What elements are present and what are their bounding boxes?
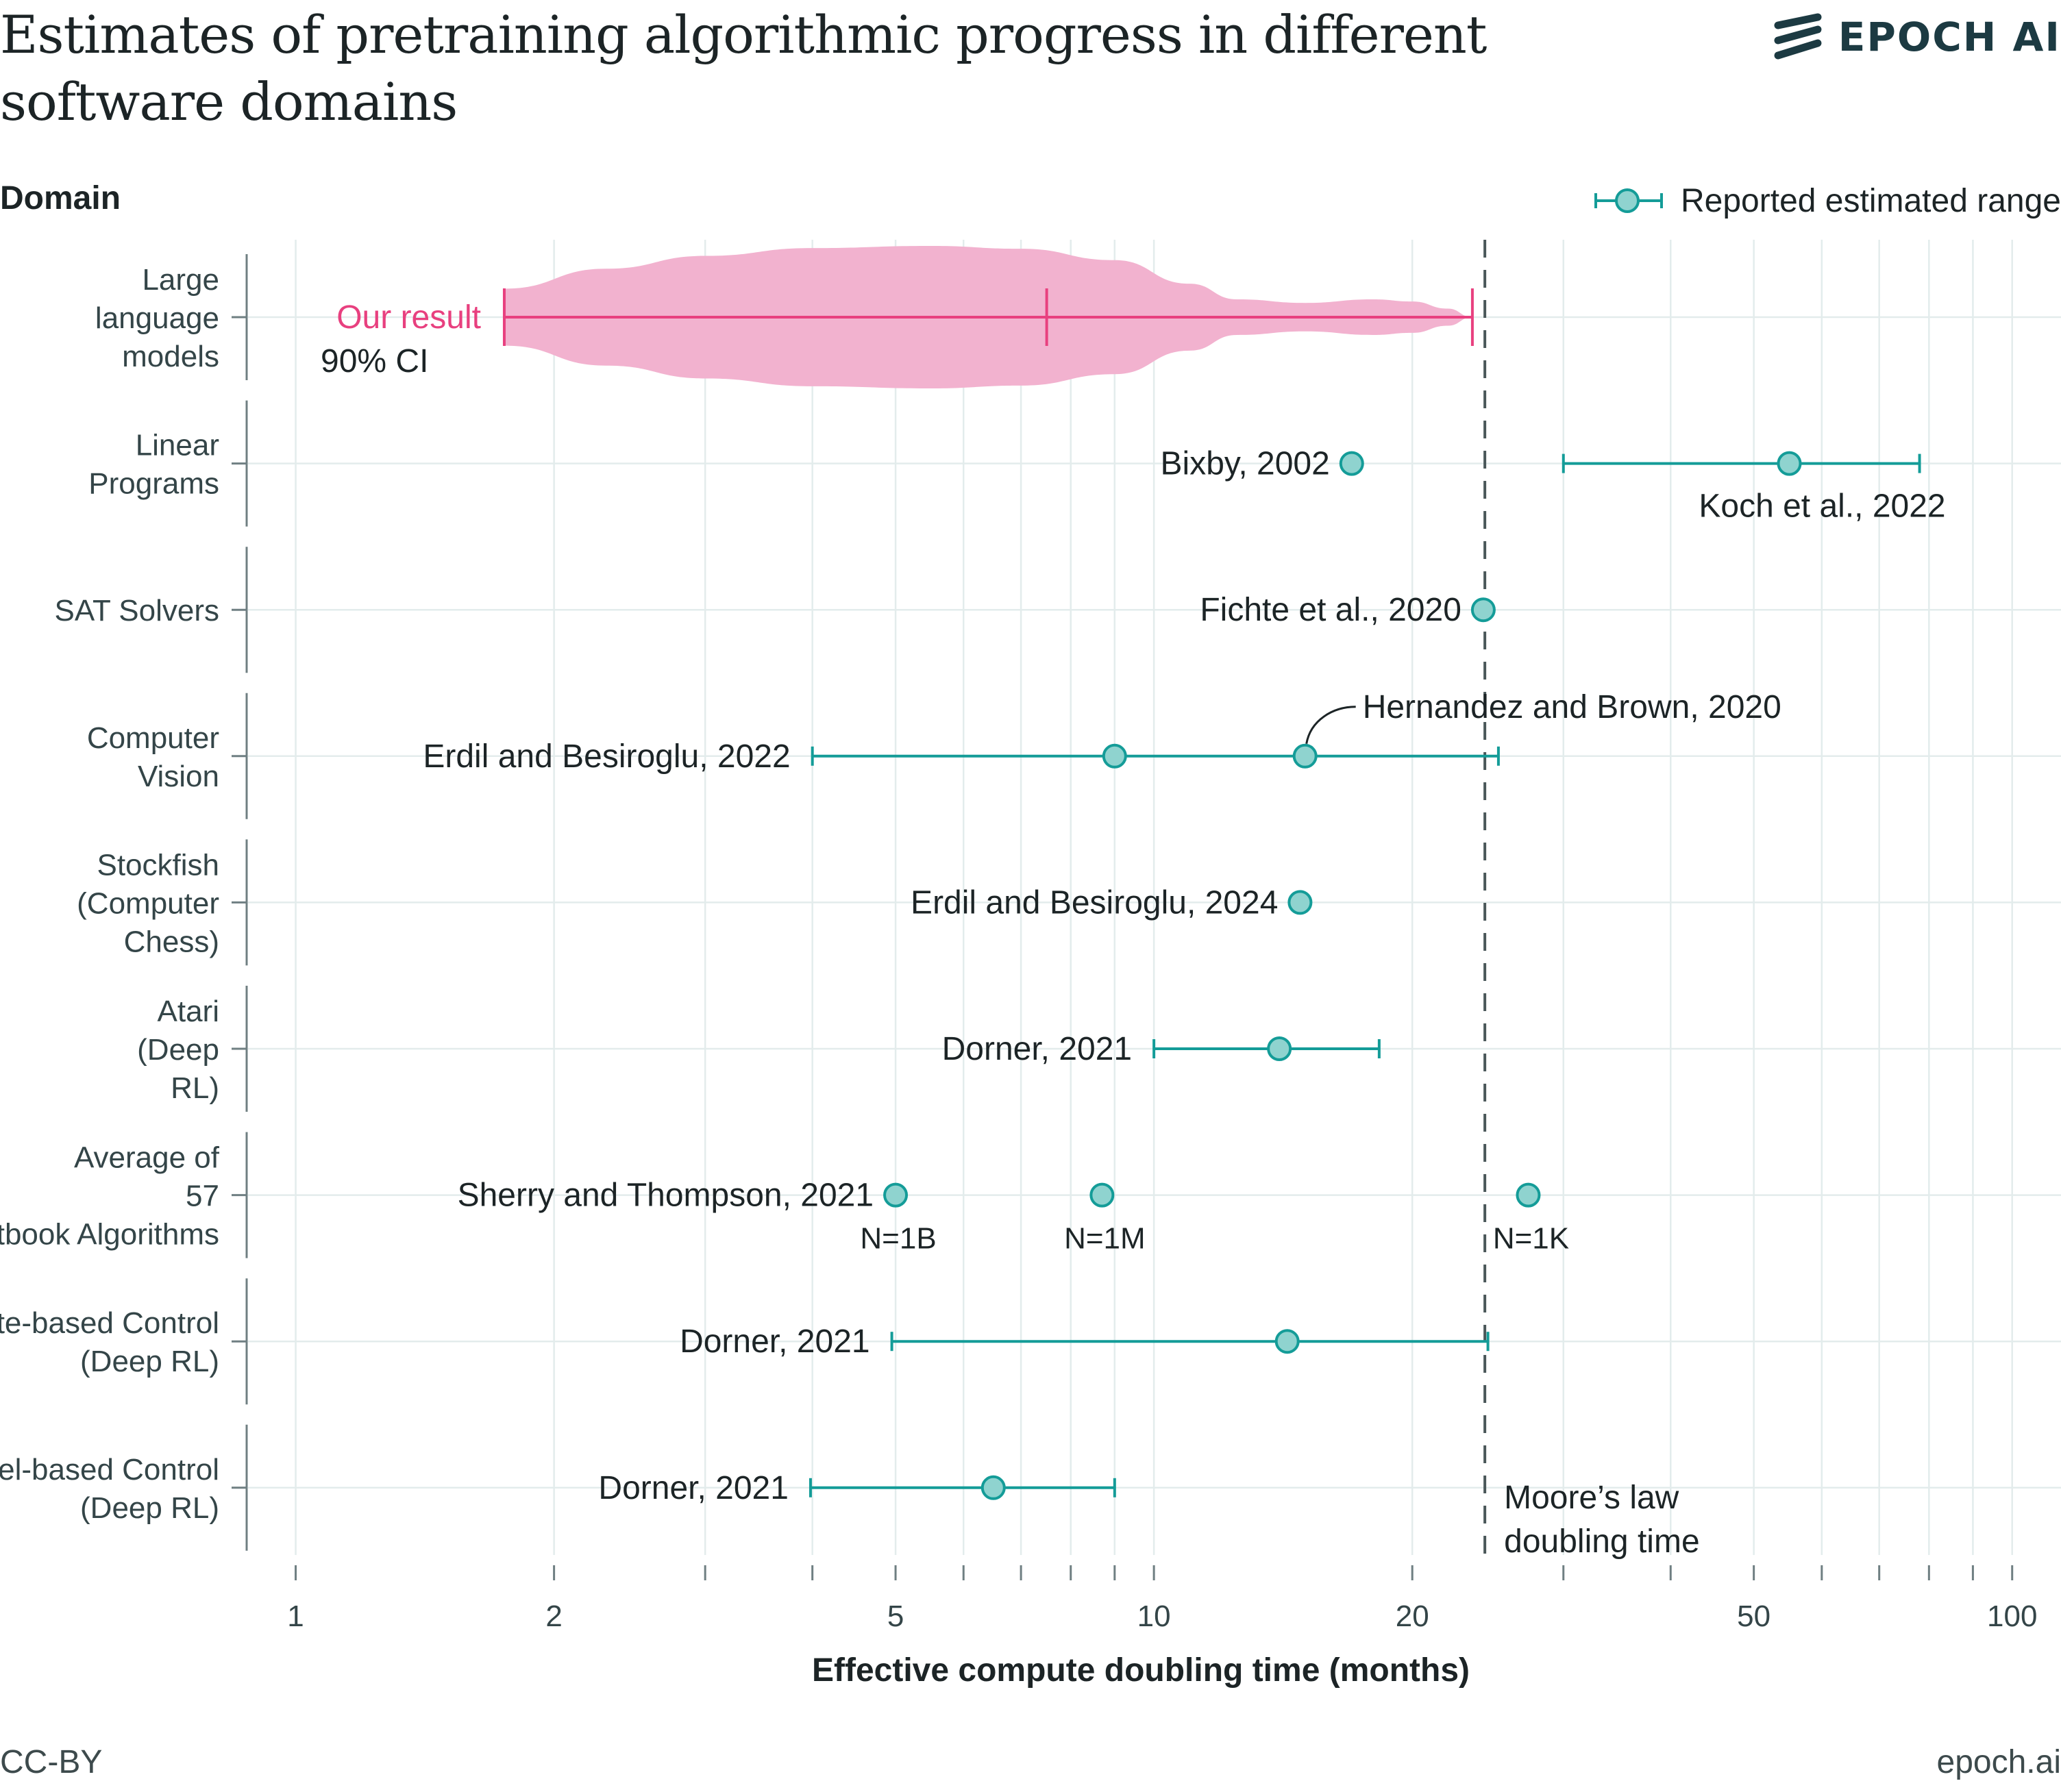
data-point — [1777, 451, 1802, 476]
category-label: (Computer — [77, 886, 219, 920]
category-label: Textbook Algorithms — [0, 1218, 219, 1252]
category-label: Programs — [88, 467, 219, 501]
axis-layer: Large language models Linear Programs SAT Sol… — [0, 254, 2037, 1689]
x-tick-label: 2 — [545, 1600, 562, 1633]
category-label: Vision — [138, 760, 219, 793]
x-tick-label: 100 — [1987, 1600, 2037, 1633]
x-tick-label: 10 — [1137, 1600, 1171, 1633]
license-text: CC-BY — [0, 1744, 103, 1780]
data-point — [980, 1475, 1006, 1500]
brand-logo: EPOCH AI — [1773, 8, 2061, 66]
series-label: Sherry and Thompson, 2021 — [458, 1178, 874, 1214]
category-label: Average of — [74, 1141, 220, 1175]
legend-label: Reported estimated range — [1681, 182, 2061, 219]
category-label: (Deep — [137, 1033, 219, 1067]
category-label: SAT Solvers — [55, 594, 219, 627]
our-result-label: Our result — [336, 299, 481, 336]
category-label: Chess) — [124, 925, 219, 958]
category-label: Stockfish — [97, 848, 219, 882]
chart-title: Estimates of pretraining algorithmic pro… — [0, 4, 1487, 132]
data-point — [1102, 743, 1127, 769]
series-label: Bixby, 2002 — [1161, 446, 1330, 482]
violin-layer — [502, 246, 1474, 388]
category-label: RL) — [171, 1071, 219, 1105]
data-point — [1267, 1036, 1292, 1061]
category-label: 57 — [186, 1180, 219, 1213]
series-label: Dorner, 2021 — [680, 1323, 870, 1360]
data-point — [1516, 1182, 1541, 1208]
series-label: Dorner, 2021 — [598, 1470, 789, 1506]
series-label: Erdil and Besiroglu, 2022 — [423, 738, 790, 775]
data-point — [1089, 1182, 1115, 1208]
x-tick-label: 20 — [1396, 1600, 1429, 1633]
data-point — [1292, 743, 1318, 769]
series-note: N=1K — [1493, 1222, 1569, 1256]
x-tick-label: 50 — [1737, 1600, 1770, 1633]
category-label: State-based Control — [0, 1306, 219, 1340]
series-note: N=1B — [860, 1222, 936, 1256]
series-label: Hernandez and Brown, 2020 — [1363, 689, 1781, 725]
data-point — [1339, 451, 1364, 476]
y-axis-title: Domain — [0, 180, 121, 216]
series-label: Fichte et al., 2020 — [1200, 592, 1461, 628]
series-label: Dorner, 2021 — [942, 1031, 1133, 1067]
category-label: (Deep RL) — [80, 1345, 219, 1378]
series-layer — [809, 451, 1921, 1500]
x-tick-label: 1 — [287, 1600, 304, 1633]
x-tick-label: 5 — [887, 1600, 904, 1633]
epoch-logo-icon — [1774, 13, 1822, 60]
category-label: Atari — [158, 995, 219, 1028]
moores-law-label: doubling time — [1504, 1523, 1700, 1560]
category-label: (Deep RL) — [80, 1491, 219, 1525]
data-point — [1274, 1329, 1300, 1354]
x-axis-title: Effective compute doubling time (months) — [812, 1652, 1470, 1689]
category-label: language — [95, 301, 219, 335]
our-result-sublabel: 90% CI — [321, 343, 428, 379]
legend: Reported estimated range — [1593, 179, 2061, 222]
data-point — [1470, 597, 1496, 623]
data-point — [1287, 890, 1313, 915]
callout-line — [1305, 706, 1356, 745]
category-label: Pixel-based Control — [0, 1453, 219, 1486]
series-label: Erdil and Besiroglu, 2024 — [911, 884, 1278, 921]
category-label: models — [122, 340, 219, 373]
label-layer: Our result 90% CI Moore’s law doubling time… — [321, 299, 1946, 1560]
brand-name: EPOCH AI — [1838, 14, 2061, 60]
data-point — [883, 1182, 909, 1208]
legend-marker-icon — [1594, 188, 1663, 213]
category-label: Computer — [87, 721, 219, 755]
site-text: epoch.ai — [1936, 1744, 2061, 1780]
series-note: N=1M — [1064, 1222, 1146, 1256]
series-label: Koch et al., 2022 — [1699, 488, 1945, 525]
category-label: Large — [142, 263, 219, 297]
moores-law-label: Moore’s law — [1504, 1480, 1679, 1516]
category-label: Linear — [136, 429, 219, 462]
